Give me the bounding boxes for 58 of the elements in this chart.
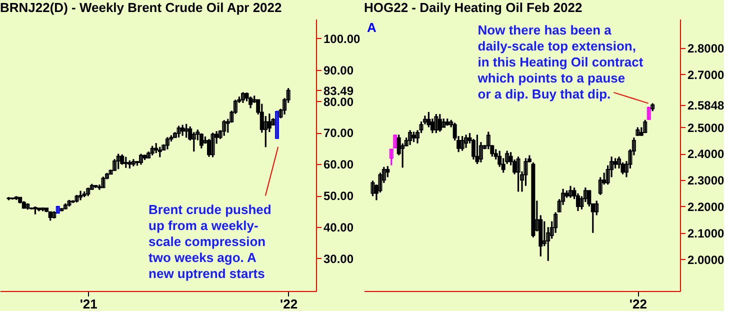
y-tick-label: 50.00 (324, 189, 354, 204)
candlestick (460, 135, 464, 152)
candlestick (222, 119, 226, 137)
y-tick-label: 70.00 (324, 126, 354, 140)
candlestick (370, 180, 375, 197)
candlestick (475, 134, 480, 165)
candlestick (568, 185, 573, 199)
candlestick (248, 96, 253, 109)
y-tick-label: 30.00 (324, 252, 354, 266)
candlestick (241, 91, 245, 104)
x-tick-label: '21 (80, 296, 98, 312)
candlestick (646, 106, 651, 121)
candlestick (408, 129, 412, 146)
annotation: Now there has been a daily-scale top extension, in this Heating Oil contract which points to a pause or a dip. Buy that dip. (476, 22, 644, 102)
y-tick-label: 100.00 (324, 32, 361, 46)
candlestick (176, 124, 181, 138)
annotation: Brent crude pushed up from a weekly- scale compression two weeks ago. A new uptrend starts (148, 202, 272, 281)
candlestick (101, 176, 106, 188)
candlestick (180, 124, 185, 137)
candlestick (154, 142, 158, 154)
y-tick-label: 2.5000 (688, 120, 725, 135)
x-tick-label: '22 (280, 296, 298, 312)
candlestick (643, 119, 648, 134)
y-tick-label: 2.5848 (688, 98, 725, 112)
candlestick (210, 132, 215, 158)
candlestick (116, 152, 120, 170)
y-tick-label: 2.7000 (688, 68, 725, 82)
candlestick (438, 113, 442, 133)
candlestick (594, 200, 599, 216)
candlestick (598, 176, 602, 196)
candlestick (516, 156, 520, 193)
y-tick-label: 2.4000 (688, 147, 725, 162)
candlestick (412, 130, 416, 143)
candlestick (139, 152, 143, 166)
y-tick-label: 2.1000 (688, 226, 725, 240)
candlestick (158, 146, 162, 158)
y-tick-label: 40.00 (324, 220, 354, 234)
candlestick (275, 110, 279, 140)
candlestick (150, 145, 154, 156)
annotation: A (367, 20, 377, 35)
y-tick-label: 90.00 (324, 63, 354, 78)
y-tick-label: 2.2000 (688, 200, 725, 214)
candlestick (120, 154, 124, 166)
candlestick (434, 113, 438, 134)
chart-title: HOG22 - Daily Heating Oil Feb 2022 (364, 0, 582, 15)
candlestick (78, 190, 83, 202)
candlestick (464, 134, 468, 149)
candlestick (199, 132, 204, 150)
candlestick (184, 123, 188, 139)
y-tick-label: 2.3000 (688, 174, 725, 188)
candlestick (192, 131, 196, 152)
y-tick-label: 2.0000 (688, 252, 725, 267)
candlestick (264, 115, 268, 148)
candlestick (165, 136, 170, 150)
y-tick-label: 60.00 (324, 158, 354, 172)
x-tick-label: '22 (629, 296, 647, 312)
chart-title: BRNJ22(D) - Weekly Brent Crude Oil Apr 2022 (0, 0, 282, 15)
y-tick-label: 2.8000 (688, 42, 725, 56)
